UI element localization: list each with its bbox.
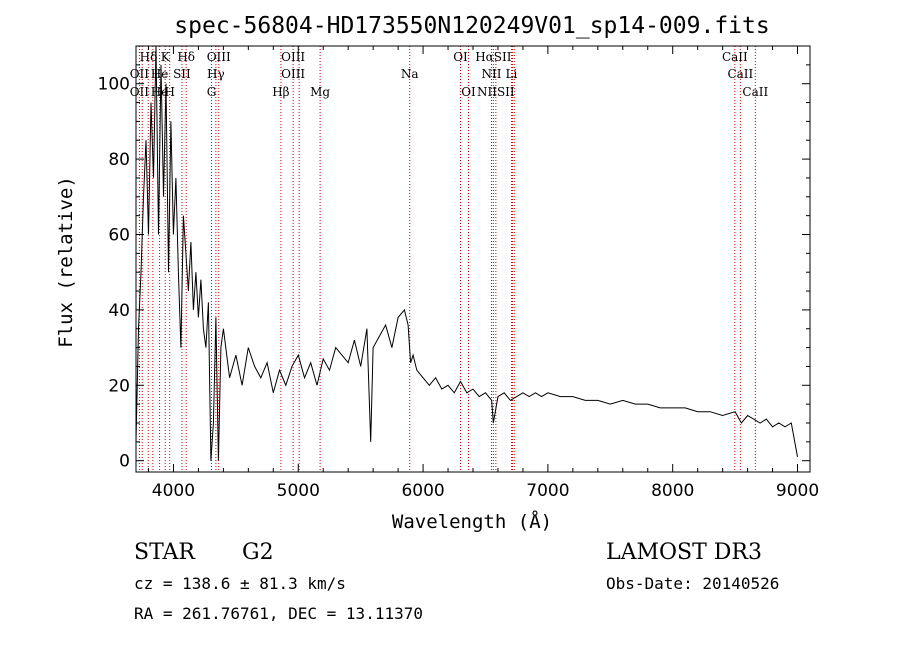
y-tick-label: 60 xyxy=(108,225,130,245)
line-label: NII xyxy=(481,67,501,81)
plot-frame xyxy=(135,45,811,473)
y-tick-label: 40 xyxy=(108,301,130,321)
line-label: Na xyxy=(401,67,419,81)
chart-title: spec-56804-HD173550N120249V01_sp14-009.f… xyxy=(174,13,769,39)
spectrum-line xyxy=(135,45,798,461)
obs-date-text: Obs-Date: 20140526 xyxy=(606,574,779,593)
object-class: STAR xyxy=(134,540,196,565)
line-label: HαSII xyxy=(475,50,512,64)
x-tick-label: 7000 xyxy=(526,481,569,501)
line-label: Mg xyxy=(310,85,330,99)
line-label: CaII xyxy=(742,85,768,99)
line-label: SII xyxy=(173,67,191,81)
y-tick-label: 80 xyxy=(108,150,130,170)
line-label: CaII xyxy=(727,67,753,81)
line-label: K xyxy=(161,50,171,64)
x-axis-label: Wavelength (Å) xyxy=(392,510,552,533)
y-axis-label: Flux (relative) xyxy=(55,176,77,348)
x-tick-label: 6000 xyxy=(401,481,444,501)
line-label: CaII xyxy=(722,50,748,64)
line-label: OII xyxy=(130,85,150,99)
line-label: OIII xyxy=(281,67,305,81)
x-tick-label: 8000 xyxy=(651,481,694,501)
x-tick-label: 9000 xyxy=(776,481,819,501)
line-label: OI xyxy=(453,50,468,64)
line-label: G xyxy=(207,85,217,99)
line-label: OIII xyxy=(281,50,305,64)
x-tick-label: 5000 xyxy=(277,481,320,501)
coordinates-text: RA = 261.76761, DEC = 13.11370 xyxy=(134,604,423,623)
line-label: OI xyxy=(461,85,476,99)
line-label: Hδ xyxy=(177,50,195,64)
line-label: OIII xyxy=(207,50,231,64)
y-tick-label: 0 xyxy=(119,452,130,472)
line-label: Li xyxy=(506,67,518,81)
survey-name: LAMOST DR3 xyxy=(606,540,762,565)
y-axis-ticks: 0 20 40 60 80 100 xyxy=(98,64,810,472)
line-label: He xyxy=(151,67,169,81)
line-label: Hδ xyxy=(140,50,158,64)
line-label: H xyxy=(164,85,174,99)
line-label: NIISII xyxy=(477,85,515,99)
line-label: Hβ xyxy=(272,85,289,99)
x-axis-ticks: 4000 5000 6000 7000 8000 9000 xyxy=(147,46,819,501)
line-label: OII xyxy=(130,67,150,81)
y-tick-label: 20 xyxy=(108,376,130,396)
x-tick-label: 4000 xyxy=(152,481,195,501)
emission-line-markers xyxy=(138,46,756,472)
line-label: Hγ xyxy=(207,67,225,81)
redshift-text: cz = 138.6 ± 81.3 km/s xyxy=(134,574,346,593)
y-tick-label: 100 xyxy=(98,75,130,95)
object-subclass: G2 xyxy=(242,540,274,565)
